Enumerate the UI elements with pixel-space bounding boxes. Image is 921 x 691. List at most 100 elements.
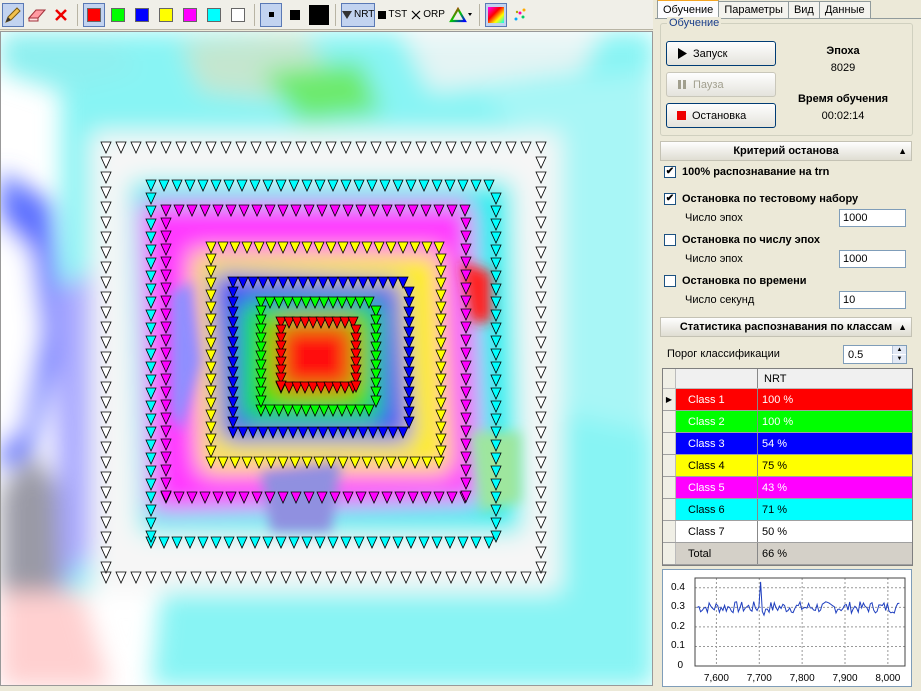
table-header-row: NRT	[663, 369, 912, 389]
epoch-count-input[interactable]: 1000	[839, 250, 906, 268]
sample-marker	[291, 381, 303, 394]
sample-marker	[205, 373, 217, 386]
eraser-tool-button[interactable]	[26, 3, 48, 27]
sample-marker	[366, 179, 378, 192]
sample-marker	[340, 571, 352, 584]
color-map-button[interactable]	[484, 2, 507, 27]
play-icon	[678, 48, 687, 59]
table-row[interactable]: Class 5 43 %	[663, 477, 912, 499]
nrt-toggle-button[interactable]: NRT	[341, 2, 376, 27]
tab-view[interactable]: Вид	[787, 1, 820, 18]
stop-button[interactable]: Остановка	[666, 103, 776, 128]
color-yellow-button[interactable]	[155, 3, 177, 27]
sample-marker	[255, 323, 267, 336]
sample-marker	[470, 536, 482, 549]
sample-marker	[290, 204, 302, 217]
stop-criteria-title: Критерий останова	[733, 145, 839, 157]
spin-up-icon[interactable]: ▲	[892, 346, 906, 354]
checkbox-box[interactable]: ✔	[664, 166, 676, 178]
checkbox-100-trn[interactable]: ✔ 100% распознавание на trn	[664, 166, 829, 178]
pencil-icon	[5, 6, 21, 23]
sample-marker	[460, 412, 472, 425]
dots-map-button[interactable]	[509, 3, 531, 27]
sample-marker	[145, 231, 157, 244]
spin-down-icon[interactable]: ▼	[892, 355, 906, 363]
sample-marker	[403, 396, 415, 409]
delete-button[interactable]	[50, 3, 72, 27]
checkbox-box[interactable]	[664, 234, 676, 246]
column-header-nrt[interactable]: NRT	[764, 372, 787, 385]
tab-data[interactable]: Данные	[818, 1, 871, 18]
header-cell	[676, 369, 758, 388]
orp-toggle-button[interactable]: ORP	[410, 3, 446, 27]
brush-small-icon	[268, 12, 274, 17]
table-row[interactable]: Class 7 50 %	[663, 521, 912, 543]
sample-marker	[435, 421, 447, 434]
table-row[interactable]: Class 6 71 %	[663, 499, 912, 521]
sample-marker	[100, 231, 112, 244]
seconds-count-input[interactable]: 10	[839, 291, 906, 309]
tab-parameters[interactable]: Параметры	[718, 1, 789, 18]
sample-marker	[160, 243, 172, 256]
sample-marker	[490, 465, 502, 478]
sample-marker	[420, 204, 432, 217]
sample-marker	[255, 359, 267, 372]
stop-criteria-header[interactable]: Критерий останова ▲	[660, 141, 912, 161]
table-row[interactable]: ▶ Class 1 100 %	[663, 389, 912, 411]
class-stats-header[interactable]: Статистика распознавания по классам ▲	[660, 317, 912, 337]
x-tick-label: 8,000	[875, 673, 901, 684]
sample-marker	[145, 335, 157, 348]
pencil-tool-button[interactable]	[2, 2, 24, 27]
checkbox-box[interactable]	[664, 275, 676, 287]
sample-marker	[212, 491, 224, 504]
sample-marker	[357, 426, 369, 439]
color-white-button[interactable]	[227, 3, 249, 27]
sample-marker	[255, 377, 267, 390]
sample-marker	[435, 301, 447, 314]
classification-map-canvas[interactable]	[0, 31, 653, 686]
sample-marker	[317, 426, 329, 439]
sample-marker	[227, 356, 239, 369]
color-cyan-button[interactable]	[203, 3, 225, 27]
table-row[interactable]: Class 3 54 %	[663, 433, 912, 455]
sample-marker	[205, 571, 217, 584]
table-row[interactable]: Total 66 %	[663, 543, 912, 565]
toolbar-separator	[77, 3, 78, 26]
checkbox-box[interactable]: ✔	[664, 193, 676, 205]
color-blue-button[interactable]	[131, 3, 153, 27]
sample-marker	[350, 340, 362, 353]
checkbox-test-set[interactable]: ✔ Остановка по тестовому набору	[664, 193, 858, 205]
sample-marker	[145, 179, 157, 192]
sample-marker	[403, 416, 415, 429]
tst-toggle-button[interactable]: TST	[377, 3, 408, 27]
sample-marker	[160, 217, 172, 230]
checkbox-epoch-count[interactable]: Остановка по числу эпох	[664, 234, 820, 246]
brush-medium-button[interactable]	[284, 3, 306, 27]
test-set-epochs-input[interactable]: 1000	[839, 209, 906, 227]
color-red-button[interactable]	[83, 2, 105, 27]
checkbox-time[interactable]: Остановка по времени	[664, 275, 807, 287]
sample-marker	[361, 456, 373, 469]
brush-small-button[interactable]	[260, 2, 282, 27]
sample-marker	[275, 316, 287, 329]
tab-training[interactable]: Обучение	[657, 0, 720, 18]
class-stats-table[interactable]: NRT ▶ Class 1 100 % Class 2 100 % Class 3 54 %…	[662, 368, 913, 566]
sample-marker	[430, 141, 442, 154]
color-magenta-button[interactable]	[179, 3, 201, 27]
brush-large-button[interactable]	[308, 3, 330, 27]
start-button[interactable]: Запуск	[666, 41, 776, 66]
sample-marker	[160, 399, 172, 412]
sample-marker	[490, 205, 502, 218]
sample-marker	[255, 386, 267, 399]
palette-dropdown-button[interactable]	[448, 3, 474, 27]
table-row[interactable]: Class 2 100 %	[663, 411, 912, 433]
threshold-spinner[interactable]: 0.5 ▲ ▼	[843, 345, 907, 364]
sample-marker	[145, 283, 157, 296]
pause-button[interactable]: Пауза	[666, 72, 776, 97]
checkbox-label: 100% распознавание на trn	[682, 166, 830, 178]
table-row[interactable]: Class 4 75 %	[663, 455, 912, 477]
sample-marker	[435, 373, 447, 386]
sample-marker	[316, 204, 328, 217]
color-green-button[interactable]	[107, 3, 129, 27]
